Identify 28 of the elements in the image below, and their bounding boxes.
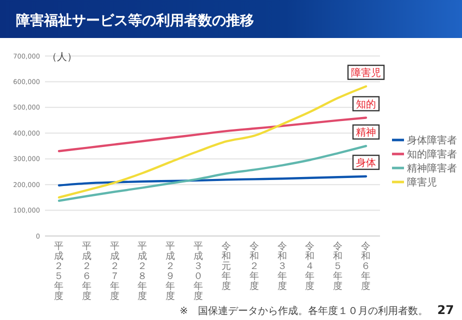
x-tick-label: 平成２６年度 bbox=[82, 241, 92, 302]
legend-label: 障害児 bbox=[407, 176, 437, 189]
annotation: 知的 bbox=[356, 98, 376, 110]
x-tick-label: 令和３年度 bbox=[277, 240, 288, 292]
x-tick-label: 令和５年度 bbox=[333, 240, 344, 292]
line-series bbox=[58, 116, 368, 152]
annotation: 身体 bbox=[356, 156, 376, 169]
x-tick-label: 令和４年度 bbox=[305, 240, 316, 292]
x-tick-label: 平成３０年度 bbox=[194, 241, 204, 302]
line-series bbox=[58, 85, 368, 199]
x-tick-label: 平成２８年度 bbox=[138, 241, 148, 302]
chart-title: 障害福祉サービス等の利用者数の推移 bbox=[16, 12, 254, 29]
line-series bbox=[58, 144, 368, 202]
annotation: 障害児 bbox=[351, 66, 381, 79]
legend-label: 精神障害者 bbox=[407, 162, 457, 175]
y-axis-title: （人） bbox=[47, 52, 77, 63]
x-tick-label: 令和６年度 bbox=[361, 240, 371, 292]
line-series bbox=[58, 175, 368, 186]
text: ※ 国保連データから作成。各年度１０月の利用者数。 bbox=[180, 305, 428, 317]
x-tick-label: 平成２７年度 bbox=[110, 241, 120, 302]
x-tick-label: 平成２９年度 bbox=[166, 241, 176, 302]
x-tick-label: 平成２５年度 bbox=[54, 241, 64, 302]
annotation: 精神 bbox=[356, 126, 376, 139]
x-tick-label: 令和２年度 bbox=[249, 240, 260, 292]
legend-label: 知的障害者 bbox=[407, 148, 457, 161]
legend-label: 身体障害者 bbox=[407, 134, 457, 147]
text: 27 bbox=[437, 303, 454, 317]
x-tick-label: 令和元年度 bbox=[221, 240, 232, 292]
